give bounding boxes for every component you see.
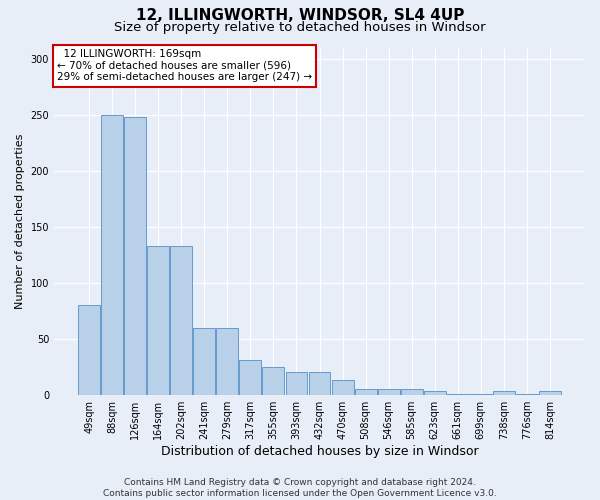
Text: Contains HM Land Registry data © Crown copyright and database right 2024.
Contai: Contains HM Land Registry data © Crown c… [103, 478, 497, 498]
Bar [78, 305, 100, 394]
Bar [493, 392, 515, 394]
X-axis label: Distribution of detached houses by size in Windsor: Distribution of detached houses by size … [161, 444, 478, 458]
Text: Size of property relative to detached houses in Windsor: Size of property relative to detached ho… [114, 21, 486, 34]
Bar [124, 117, 146, 394]
Bar [101, 114, 123, 394]
Bar [539, 392, 561, 394]
Bar [355, 389, 377, 394]
Y-axis label: Number of detached properties: Number of detached properties [15, 134, 25, 309]
Bar [424, 392, 446, 394]
Bar [193, 328, 215, 394]
Bar [217, 328, 238, 394]
Bar [147, 246, 169, 394]
Bar [377, 389, 400, 394]
Bar [239, 360, 262, 394]
Bar [401, 389, 422, 394]
Bar [308, 372, 331, 394]
Bar [332, 380, 353, 394]
Text: 12 ILLINGWORTH: 169sqm  
← 70% of detached houses are smaller (596)
29% of semi-: 12 ILLINGWORTH: 169sqm ← 70% of detached… [56, 49, 312, 82]
Bar [286, 372, 307, 394]
Text: 12, ILLINGWORTH, WINDSOR, SL4 4UP: 12, ILLINGWORTH, WINDSOR, SL4 4UP [136, 8, 464, 22]
Bar [170, 246, 192, 394]
Bar [262, 366, 284, 394]
